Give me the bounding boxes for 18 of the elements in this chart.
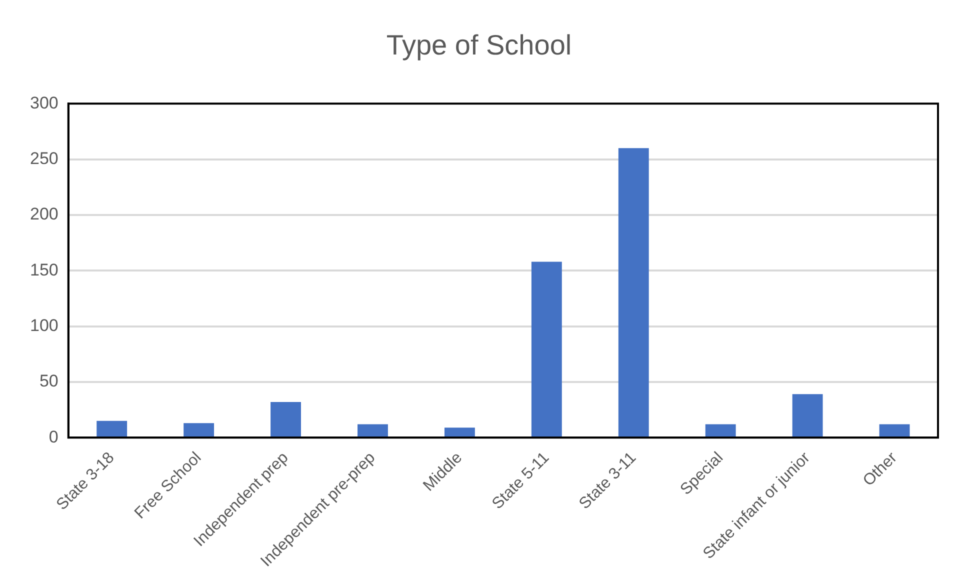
bar [879,424,910,437]
bar [531,262,562,437]
bar [184,423,214,437]
y-tick-label: 250 [30,148,58,168]
y-tick-label: 200 [30,204,58,224]
chart-title: Type of School [386,30,572,61]
bar [96,420,128,437]
bar [618,148,649,437]
y-tick-label: 100 [30,316,58,335]
y-tick-label: 0 [48,427,58,446]
bar [358,424,388,437]
bar [705,424,736,437]
bar [792,394,823,437]
bar [270,402,301,437]
y-tick-label: 150 [30,260,58,280]
bar [444,428,475,437]
y-tick-label: 50 [39,372,58,391]
y-tick-label: 300 [30,93,58,112]
